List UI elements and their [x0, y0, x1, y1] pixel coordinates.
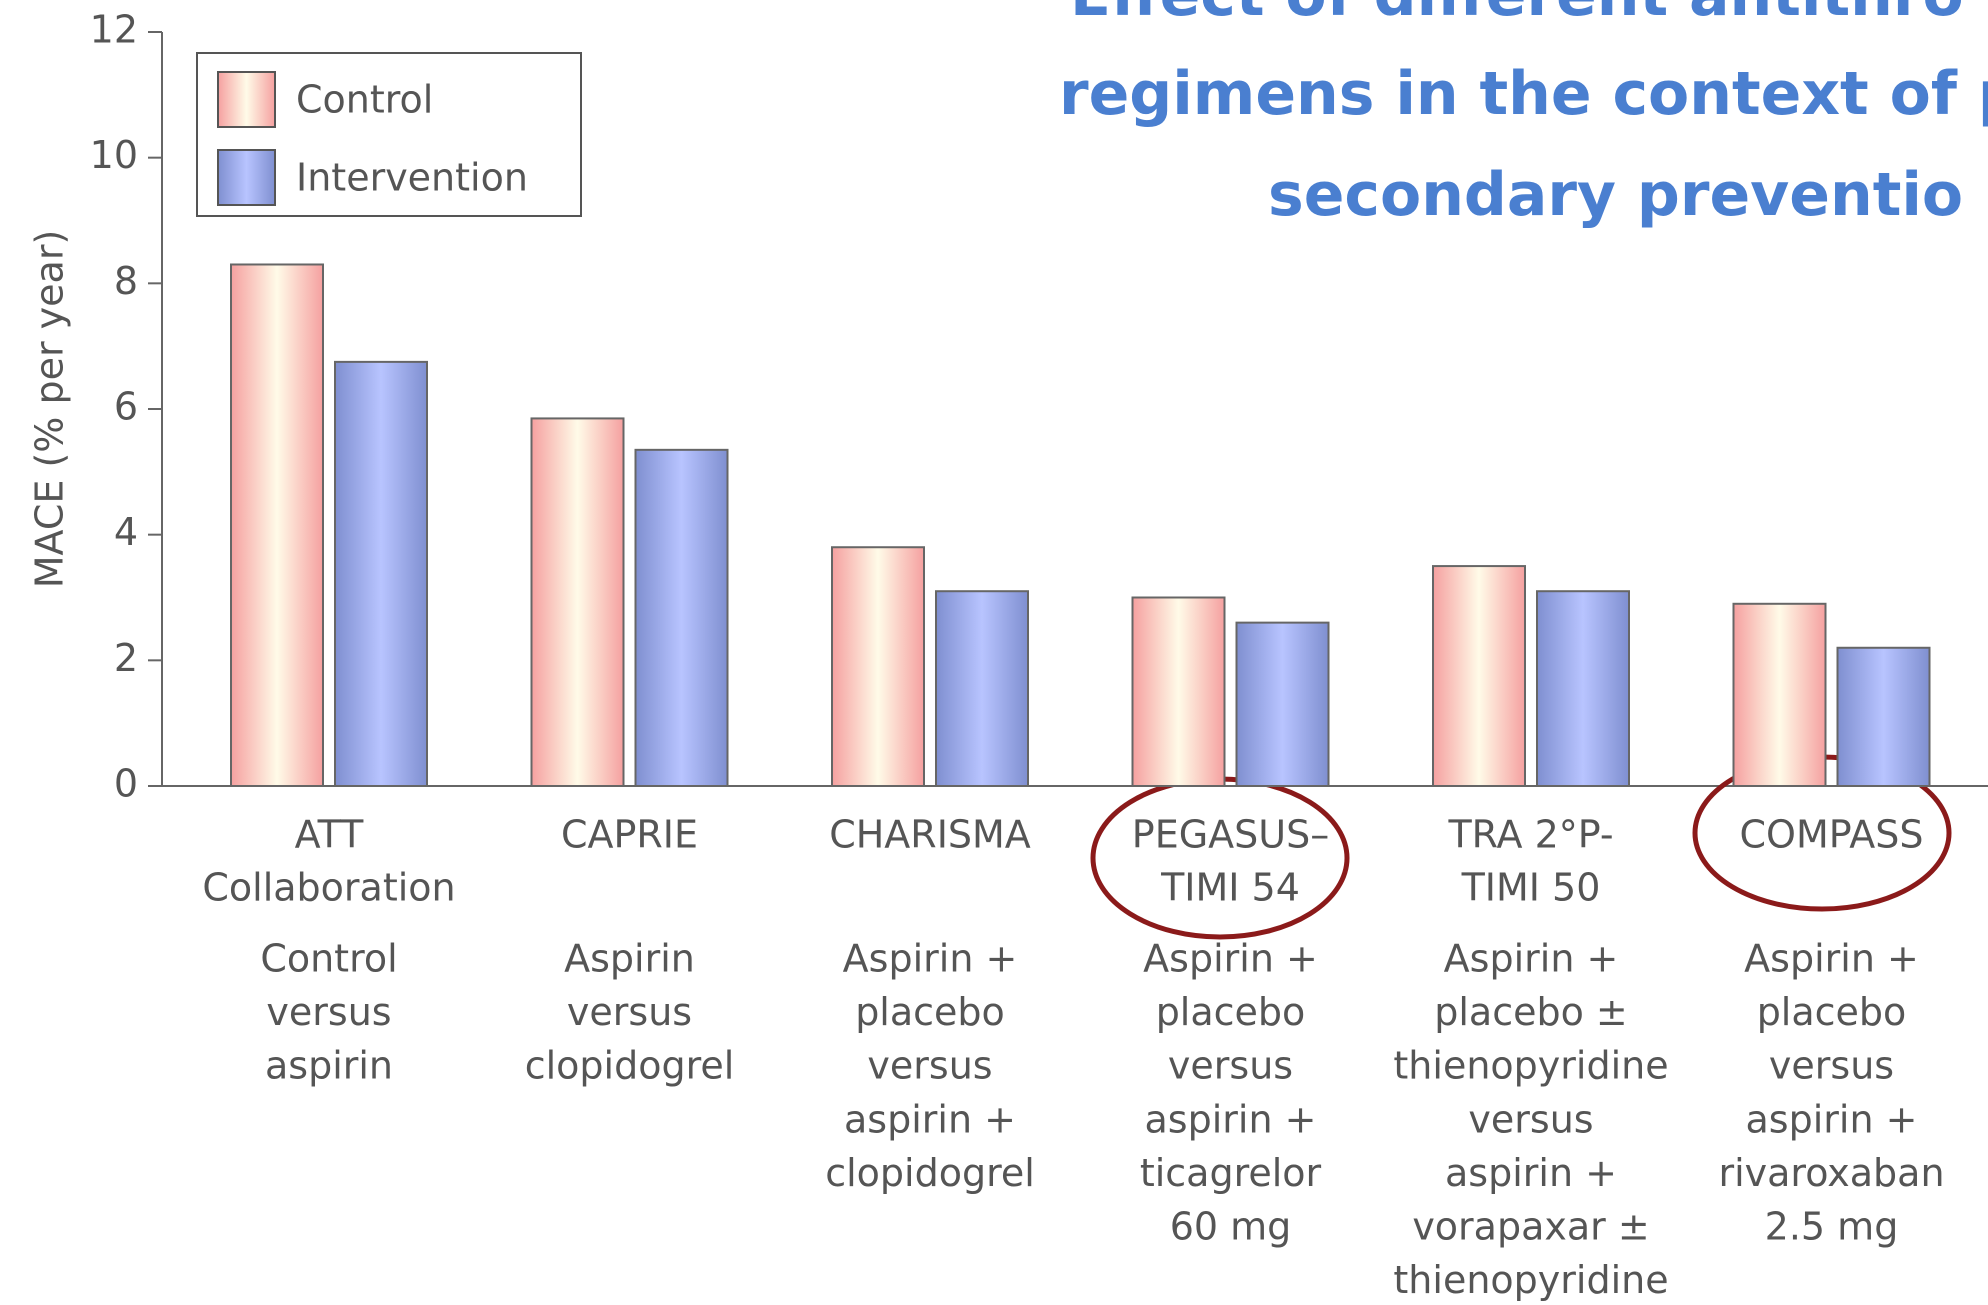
category-description: Aspirin + [1744, 937, 1919, 981]
bar [230, 263, 324, 787]
category-description: versus [567, 990, 692, 1034]
x-tick-label: CAPRIE [561, 813, 698, 857]
category-description: aspirin + [1445, 1151, 1617, 1195]
category-description: aspirin + [1145, 1097, 1317, 1141]
category-description: Aspirin [564, 937, 695, 981]
bar [634, 448, 729, 787]
category-description: ticagrelor [1140, 1151, 1322, 1195]
category-description: thienopyridine [1393, 1044, 1668, 1088]
x-tick-label: COMPASS [1740, 813, 1924, 857]
bar [935, 590, 1029, 788]
bar [1836, 646, 1931, 787]
x-tick-label: TRA 2°P- [1447, 813, 1613, 857]
highlight-ellipse [1090, 776, 1350, 940]
x-tick-label: TIMI 50 [1461, 866, 1601, 910]
category-description: Aspirin + [843, 937, 1018, 981]
x-tick-label: CHARISMA [829, 813, 1031, 857]
category-description: placebo ± [1434, 990, 1628, 1034]
legend-label: Intervention [296, 156, 528, 200]
category-description: 2.5 mg [1765, 1205, 1899, 1249]
legend-swatch [217, 71, 276, 128]
category-description: clopidogrel [525, 1044, 735, 1088]
bar [334, 360, 428, 787]
y-tick-label: 4 [114, 510, 138, 554]
category-description: versus [266, 990, 391, 1034]
category-description: versus [1168, 1044, 1293, 1088]
x-tick-label: ATT [295, 813, 365, 857]
y-axis-label: MACE (% per year) [28, 230, 72, 589]
legend-label: Control [296, 78, 433, 122]
x-tick-label: Collaboration [202, 866, 455, 910]
bar [1432, 565, 1526, 787]
category-description: Aspirin + [1444, 937, 1619, 981]
y-tick-label: 12 [90, 8, 138, 52]
x-tick-label: PEGASUS– [1132, 813, 1329, 857]
category-description: aspirin + [844, 1097, 1016, 1141]
bar [1131, 596, 1226, 787]
y-tick-label: 6 [114, 385, 138, 429]
category-description: clopidogrel [825, 1151, 1035, 1195]
y-tick-label: 0 [114, 762, 138, 806]
title-line: regimens in the context of p [1059, 59, 1988, 129]
category-description: aspirin [265, 1044, 393, 1088]
category-description: rivaroxaban [1718, 1151, 1944, 1195]
bar [1732, 602, 1827, 787]
category-description: Control [260, 937, 397, 981]
title-line: Effect of different antithro [1070, 0, 1964, 30]
category-description: 60 mg [1170, 1205, 1292, 1249]
y-tick-label: 8 [114, 259, 138, 303]
category-description: placebo [1757, 990, 1907, 1034]
category-description: placebo [855, 990, 1005, 1034]
category-description: versus [1769, 1044, 1894, 1088]
category-description: versus [867, 1044, 992, 1088]
category-description: Aspirin + [1143, 937, 1318, 981]
category-description: aspirin + [1746, 1097, 1918, 1141]
y-tick-label: 10 [90, 133, 138, 177]
bar [1235, 621, 1330, 788]
title-line: secondary preventio [1268, 160, 1963, 230]
bar [1536, 590, 1630, 788]
legend-swatch [217, 149, 276, 206]
category-description: vorapaxar ± [1412, 1205, 1649, 1249]
bar [530, 417, 625, 787]
x-tick-label: TIMI 54 [1160, 866, 1300, 910]
category-description: placebo [1156, 990, 1306, 1034]
bar [831, 546, 925, 787]
category-description: thienopyridine [1393, 1258, 1668, 1302]
category-description: versus [1468, 1097, 1593, 1141]
y-tick-label: 2 [114, 636, 138, 680]
